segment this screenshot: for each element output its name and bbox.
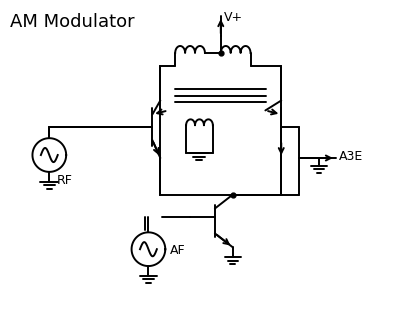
Text: A3E: A3E — [339, 150, 363, 163]
Text: V+: V+ — [224, 11, 243, 24]
Text: AM Modulator: AM Modulator — [10, 13, 134, 31]
Text: AF: AF — [170, 244, 186, 257]
Text: RF: RF — [57, 174, 73, 187]
